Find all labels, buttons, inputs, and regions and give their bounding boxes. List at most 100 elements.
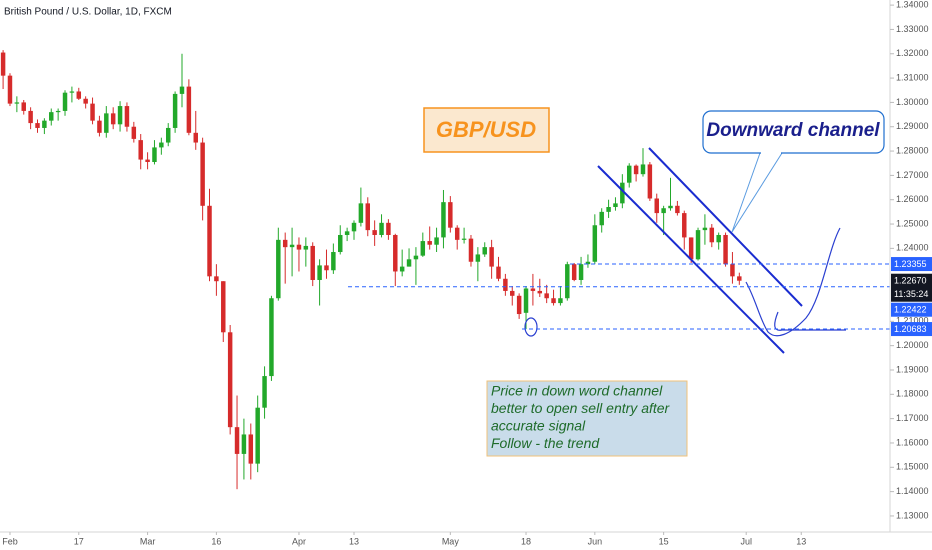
candle-body [262,376,267,408]
candle-body [138,140,143,160]
candle-body [117,106,123,125]
callout-label: Downward channel [706,120,880,141]
candle-body [324,265,329,271]
candle-body [110,113,116,125]
candle-body [454,227,460,240]
candle-body [145,159,150,163]
candle-body [558,298,563,304]
candle-body [702,227,708,231]
y-tick-label: 1.28000 [896,145,929,155]
x-tick-label: Feb [2,536,18,546]
candle-body [516,295,522,315]
y-tick-label: 1.26000 [896,194,929,204]
candle-body [413,255,419,260]
candle-body [282,239,288,248]
candle-body [606,207,611,212]
y-tick-label: 1.29000 [896,121,929,131]
candle-body [620,182,625,204]
candle-body [489,247,494,267]
candle-body [351,222,357,232]
candle-body [393,234,398,272]
candle-body [159,142,164,148]
candle-body [578,264,584,280]
x-tick-label: 18 [521,536,531,546]
candle-body [613,203,618,208]
candle-body [131,126,137,139]
note-line: better to open sell entry after [491,400,671,416]
note-line: Price in down word channel [491,383,663,399]
y-tick-label: 1.33000 [896,24,929,34]
candle-body [179,86,185,94]
candle-body [83,98,88,104]
note-box [486,380,688,457]
candle-body [49,112,54,121]
last-price-label-box [891,273,932,302]
candle-body [695,230,701,260]
y-tick-label: 1.15000 [896,462,929,472]
candle-body [544,293,549,299]
candle-body [654,198,659,214]
candle-body [28,110,33,124]
candle-body [55,110,61,113]
candle-body [688,237,694,260]
countdown: 11:35:24 [894,289,928,299]
candle-body [7,75,13,104]
x-tick-label: Jul [740,536,752,546]
candle-body [406,259,412,267]
x-tick-label: 13 [349,536,359,546]
candle-body [172,93,178,128]
candle-body [475,254,481,262]
candle-body [227,332,233,428]
candle-body [296,244,302,250]
x-tick-label: 15 [659,536,669,546]
candle-body [310,245,315,280]
y-tick-label: 1.30000 [896,97,929,107]
candle-body [317,265,322,280]
candle-body [592,225,598,262]
level-label-box [891,302,932,317]
candle-body [399,266,405,272]
candle-body [221,281,226,333]
y-tick-label: 1.18000 [896,389,929,399]
candle-body [214,276,219,282]
candle-body [682,213,687,238]
candle-body [35,123,40,128]
candle-body [585,261,591,265]
candle-body [365,203,371,231]
candle-body [626,165,632,183]
callout-pointer [731,152,783,233]
candle-body [599,211,604,226]
candle-body [165,127,171,143]
candle-body [386,222,391,235]
drawings: GBP/USD Downward channel Price in down w… [348,107,890,457]
candle-body [723,234,728,265]
y-tick-label: 1.20000 [896,340,929,350]
candle-body [737,276,742,281]
candle-body [482,247,487,255]
level-label: 1.23355 [894,259,927,269]
y-tick-label: 1.14000 [896,486,929,496]
candle-body [42,120,47,128]
y-tick-label: 1.34000 [896,0,929,9]
candle-body [647,164,653,199]
hand-line [774,311,846,331]
y-tick-label: 1.25000 [896,218,929,228]
candle-body [496,266,501,279]
candle-body [193,132,198,143]
candle-body [448,202,453,228]
y-tick-label: 1.32000 [896,48,929,58]
candle-body [709,227,715,243]
candle-body [668,205,673,209]
candle-body [661,208,666,214]
candle-body [510,290,515,296]
candle-body [420,241,426,256]
candle-body [152,147,157,163]
candle-body [730,264,735,277]
candle-body [248,434,254,464]
candle-body [537,290,543,294]
x-tick-label: May [442,536,460,546]
x-tick-label: 17 [74,536,84,546]
candle-body [461,238,467,240]
